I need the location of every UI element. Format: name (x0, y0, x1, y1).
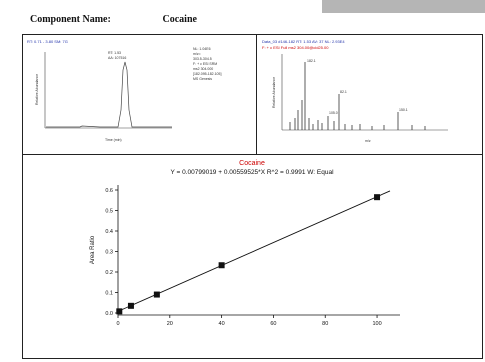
report-frame (22, 34, 483, 359)
x-tick-label: 100 (372, 321, 381, 327)
x-tick-label: 60 (270, 321, 276, 327)
chromatogram-info-line: [182.095-182.105] (193, 72, 221, 76)
chromatogram-xlabel: Time (min) (105, 138, 122, 142)
fit-line (117, 190, 391, 312)
y-tick-label: 0.6 (105, 188, 113, 194)
data-point (127, 302, 134, 309)
data-point (218, 262, 225, 269)
spectrum-header-2: F: + c ESI Full ms2 304.00@cid25.00 (262, 45, 329, 50)
top-gray-bar (322, 0, 485, 13)
chromatogram-info-line: 303.5-304.5 (193, 57, 212, 61)
chromatogram-info-line: m/z= (193, 52, 201, 56)
spectrum-ylabel: Relative Abundance (272, 77, 276, 108)
chromatogram-ylabel: Relative Abundance (35, 74, 39, 105)
y-tick-label: 0.1 (105, 291, 113, 297)
chromatogram-peak-rt: RT: 1.53 (108, 51, 121, 55)
component-title-row: Component Name: Cocaine (30, 14, 197, 25)
y-tick-label: 0.5 (105, 209, 113, 215)
chart-ylabel: Area Ratio (90, 235, 96, 264)
x-tick-label: 20 (167, 321, 173, 327)
panel-divider-vertical (256, 34, 257, 154)
chromatogram-peak-area: AA: 107516 (108, 56, 126, 60)
spectrum-peak-label: 105.0 (329, 111, 338, 115)
chart-subtitle: Y = 0.00799019 + 0.00559525*X R^2 = 0.99… (170, 169, 334, 176)
chromatogram-header: RT: 0.71 - 3.80 SM: 7G (27, 39, 68, 44)
chromatogram-info-line: NL: 1.04E6 (193, 47, 211, 51)
x-tick-label: 40 (219, 321, 225, 327)
y-tick-label: 0.3 (105, 250, 113, 256)
spectrum-peak-label: 182.1 (307, 59, 316, 63)
y-tick-label: 0.4 (105, 229, 113, 235)
spectrum-xlabel: m/z (365, 139, 371, 143)
spectrum-peaks (289, 62, 426, 130)
chromatogram-info-line: ms2 304.000 (193, 67, 213, 71)
chart-points (116, 194, 381, 315)
y-tick-label: 0.2 (105, 270, 113, 276)
component-label: Component Name: (30, 14, 111, 25)
chart-fit-line-group (117, 190, 391, 312)
spectrum-peak-label: 150.1 (399, 108, 408, 112)
data-point (153, 291, 160, 298)
spectrum-peak-label: 82.1 (340, 90, 347, 94)
data-point (116, 308, 123, 315)
chromatogram-info-line: MS Genesis (193, 77, 212, 81)
chart-ticks: 0.0 0.1 0.2 0.3 0.4 0.5 0.6 0 20 40 60 80 100 (105, 188, 381, 327)
y-tick-label: 0.0 (105, 311, 113, 317)
spectrum-header: Data_03 #146-182 RT: 1.53 AV: 37 NL: 2.9… (262, 39, 345, 44)
chromatogram-info-block: NL: 1.04E6 m/z= 303.5-304.5 F: + c ESI S… (193, 47, 221, 81)
panel-divider-horizontal (22, 154, 483, 155)
x-tick-label: 0 (116, 321, 119, 327)
chart-title: Cocaine (239, 160, 265, 167)
chromatogram-trace (46, 61, 172, 128)
chromatogram-info-line: F: + c ESI SRM (193, 62, 217, 66)
x-tick-label: 80 (322, 321, 328, 327)
data-point (374, 194, 381, 201)
component-value: Cocaine (162, 14, 197, 25)
